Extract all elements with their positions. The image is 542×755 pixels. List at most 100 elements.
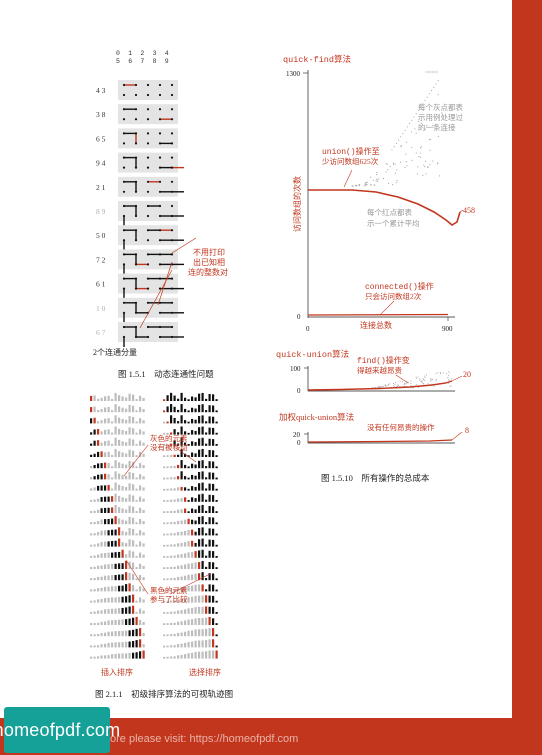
trace-bar: [100, 463, 103, 469]
pair-row: 2 1: [96, 176, 184, 197]
node-dot: [122, 239, 126, 242]
trace-bar: [121, 549, 124, 558]
trace-bar: [107, 395, 110, 401]
qu-gray-dot: [402, 381, 404, 383]
trace-bar: [107, 462, 110, 469]
trace-bar: [191, 596, 194, 603]
node-dot: [122, 142, 126, 145]
trace-bar: [177, 554, 180, 558]
trace-bar: [118, 495, 121, 502]
qu-gray-dot: [421, 380, 423, 382]
trace-bar: [97, 485, 100, 491]
annotation-line-1: 不用打印: [193, 247, 225, 257]
trace-bar: [139, 485, 142, 491]
trace-bar: [184, 620, 187, 625]
trace-bar: [180, 509, 183, 513]
trace-bar: [215, 466, 218, 469]
trace-bar: [205, 510, 208, 513]
trace-bar: [173, 499, 176, 502]
trace-bar: [177, 655, 180, 659]
node-dot: [146, 180, 150, 183]
annotation-black-callout: 黑色的元素 参与了比较: [125, 559, 211, 604]
trace-bar: [166, 611, 169, 614]
qf-gray-dot: [425, 71, 427, 73]
trace-bar: [142, 397, 145, 401]
trace-bar: [142, 465, 145, 469]
trace-bar: [93, 634, 96, 637]
qf-gray-dot: [385, 163, 387, 165]
node-dot: [134, 325, 138, 329]
qf-gray-dot: [430, 71, 432, 73]
node-dot: [146, 166, 150, 169]
trace-bar: [208, 573, 211, 581]
qu-gray-dot: [378, 386, 380, 388]
trace-bar: [177, 543, 180, 547]
trace-bar: [208, 628, 211, 637]
trace-bar: [97, 520, 100, 525]
trace-bar: [201, 538, 204, 547]
qf-gray-dot: [439, 175, 441, 177]
trace-bar: [208, 393, 211, 401]
qu-note-find-2: 得越来越昂贵: [357, 365, 402, 375]
qu-gray-dot: [451, 378, 453, 380]
qu-gray-dot: [422, 382, 424, 384]
node-dot: [170, 132, 174, 135]
trace-bar: [104, 485, 107, 491]
qf-gray-dot: [359, 183, 361, 186]
trace-bar: [163, 634, 166, 637]
qu-gray-dot: [407, 382, 409, 384]
node-dot: [170, 277, 174, 280]
trace-bar: [212, 595, 215, 603]
trace-bar: [198, 516, 201, 525]
trace-bar: [180, 460, 183, 469]
trace-bar: [111, 552, 114, 558]
trace-bar: [208, 595, 211, 603]
trace-bar: [132, 562, 135, 569]
trace-bar: [187, 500, 190, 502]
qu-gray-dot: [380, 385, 382, 387]
trace-bar: [212, 562, 215, 569]
pair-label: 1 0: [96, 304, 106, 313]
connectivity-panel: [118, 104, 178, 125]
trace-bar: [166, 443, 169, 446]
qu-gray-dot: [417, 376, 419, 378]
qf-gray-dot: [424, 128, 426, 130]
qf-gray-dot: [416, 173, 419, 175]
trace-bar: [198, 460, 201, 469]
trace-bar: [191, 585, 194, 592]
trace-bar: [170, 432, 173, 435]
trace-bar: [111, 597, 114, 603]
trace-bar: [128, 393, 131, 401]
trace-bar: [135, 477, 138, 480]
trace-bar: [198, 618, 201, 625]
trace-bar: [198, 562, 201, 569]
trace-bar: [177, 409, 180, 413]
trace-bar: [100, 655, 103, 659]
trace-bar: [132, 594, 135, 603]
node-dot: [158, 253, 162, 256]
trace-bar: [201, 482, 204, 491]
trace-bar: [215, 578, 218, 581]
node-dot: [170, 301, 174, 304]
qf-red-average-curve: [308, 189, 461, 226]
trace-bar: [93, 645, 96, 648]
trace-bar: [166, 623, 169, 625]
selection-sort-label: 选择排序: [189, 667, 221, 677]
trace-bar: [97, 565, 100, 569]
trace-bar: [208, 472, 211, 480]
trace-bar: [187, 518, 190, 525]
trace-bar: [205, 432, 208, 435]
trace-bar: [107, 530, 110, 536]
trace-bar: [132, 617, 135, 625]
trace-bar: [118, 439, 121, 446]
node-dot: [146, 239, 150, 242]
trace-bar: [97, 463, 100, 469]
trace-bar: [90, 578, 93, 581]
trace-bar: [184, 431, 187, 435]
trace-bar: [215, 421, 218, 424]
trace-bar: [132, 517, 135, 525]
trace-bar: [166, 455, 169, 457]
trace-bar: [97, 398, 100, 401]
trace-bar: [166, 578, 169, 581]
trace-bar: [135, 578, 138, 581]
